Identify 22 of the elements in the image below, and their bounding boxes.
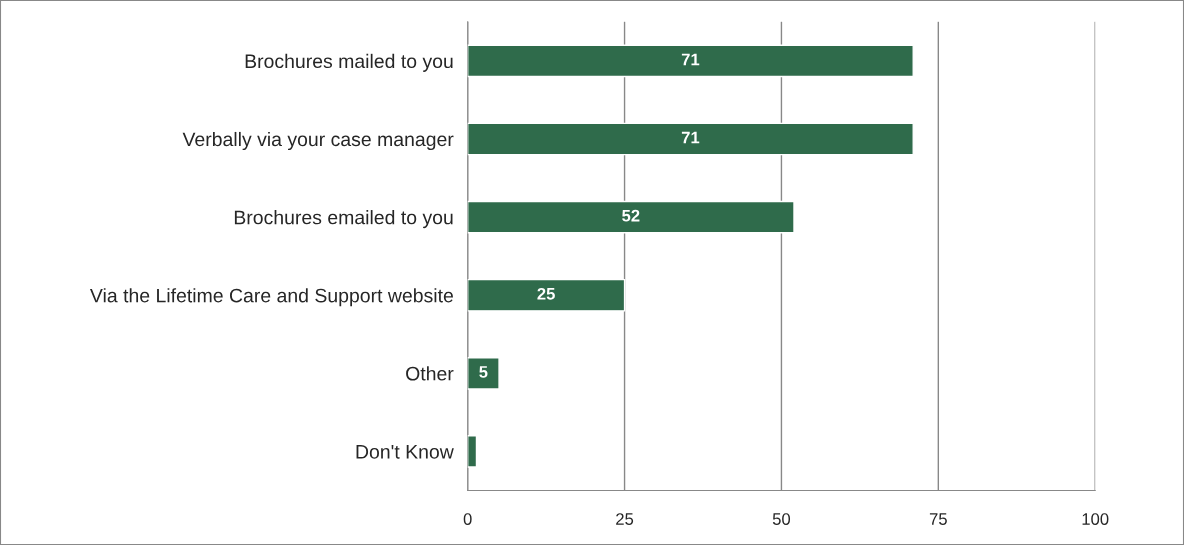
bar (467, 44, 914, 78)
y-tick-label: Brochures emailed to you (234, 210, 453, 229)
bar (467, 200, 795, 234)
y-tick-label: Don't Know (356, 445, 454, 459)
y-tick-label: Other (406, 366, 454, 381)
data-label: 52 (622, 209, 640, 222)
bar (467, 278, 626, 312)
y-tick-label: Via the Lifetime Care and Support website (89, 288, 453, 307)
y-tick-label: Verbally via your case manager (182, 131, 454, 151)
bar (467, 435, 478, 468)
x-tick-label: 0 (463, 513, 472, 525)
x-tick-label: 25 (616, 513, 634, 525)
data-label: 71 (681, 131, 700, 144)
bar (467, 122, 914, 156)
data-label: 25 (537, 287, 555, 300)
x-tick-label: 100 (1082, 513, 1109, 525)
x-tick-label: 75 (929, 513, 947, 525)
bar (467, 357, 500, 390)
data-label: 5 (479, 366, 488, 378)
x-tick-label: 50 (772, 513, 791, 525)
data-label: 71 (681, 53, 700, 66)
y-tick-label: Brochures mailed to you (245, 53, 453, 72)
